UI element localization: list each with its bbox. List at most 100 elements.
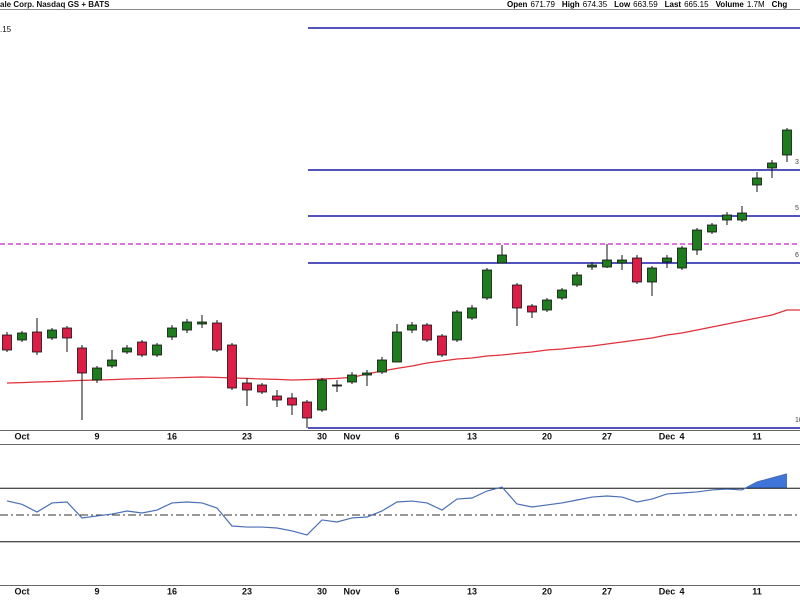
- price-label: .15: [0, 25, 12, 34]
- x-tick-label: Oct: [14, 586, 29, 596]
- fib-label: 3: [795, 159, 799, 166]
- quote-bar: Open 671.79 High 674.35 Low 663.59 Last 665.15 V…: [507, 0, 790, 10]
- x-tick-label: 13: [467, 586, 477, 596]
- quote-name: Low: [614, 0, 631, 9]
- candle-body: [782, 129, 792, 156]
- x-tick-label: Oct: [14, 431, 29, 441]
- candle-body: [77, 347, 87, 374]
- candle-body: [347, 374, 357, 383]
- x-tick-label: 20: [542, 431, 552, 441]
- candle-body: [632, 257, 642, 283]
- quote-value: 1.7M: [746, 0, 765, 9]
- candle-body: [602, 259, 612, 268]
- quote-name: Volume: [715, 0, 744, 9]
- x-tick-label: 9: [94, 431, 99, 441]
- candle-body: [482, 269, 492, 299]
- candle-body: [62, 327, 72, 339]
- candle-body: [257, 384, 267, 393]
- candle-body: [662, 257, 672, 263]
- candle-body: [212, 322, 222, 351]
- x-tick-label: 27: [602, 586, 612, 596]
- x-tick-label: 4: [679, 431, 684, 441]
- candle-body: [422, 324, 432, 341]
- candle-body: [677, 247, 687, 269]
- candle-body: [647, 267, 657, 283]
- x-tick-label: Nov: [343, 431, 360, 441]
- moving-average: [6, 309, 800, 384]
- quote-value: 674.35: [582, 0, 608, 9]
- x-tick-label: 11: [752, 586, 762, 596]
- candle-body: [572, 274, 582, 286]
- candle-body: [227, 344, 237, 389]
- candle-body: [512, 284, 522, 309]
- x-tick-label: Dec: [659, 586, 676, 596]
- candle-body: [287, 397, 297, 406]
- fib-label: 10: [795, 417, 800, 424]
- candle-body: [197, 321, 207, 325]
- candle-body: [752, 177, 762, 186]
- x-tick-label: 6: [394, 431, 399, 441]
- quote-value: 665.15: [684, 0, 709, 9]
- candle-body: [377, 359, 387, 373]
- candle-body: [617, 259, 627, 264]
- candle-body: [437, 335, 447, 356]
- fib-label: 6: [795, 252, 799, 259]
- quote-name: Chg: [771, 0, 788, 9]
- x-tick-label: 23: [242, 586, 252, 596]
- x-tick-label: Nov: [343, 586, 360, 596]
- x-tick-label: 6: [394, 586, 399, 596]
- candle-body: [107, 359, 117, 367]
- quote-value: 663.59: [633, 0, 658, 9]
- indicator-line: [6, 473, 788, 536]
- symbol-title: ale Corp. Nasdaq GS + BATS: [0, 0, 110, 9]
- candle-body: [767, 162, 777, 169]
- x-tick-label: 23: [242, 431, 252, 441]
- candle-body: [17, 332, 27, 341]
- quote-value: 671.79: [530, 0, 555, 9]
- fib-label: 5: [795, 205, 799, 212]
- candle-body: [242, 382, 252, 391]
- candle-body: [317, 379, 327, 411]
- quote-name: Open: [507, 0, 528, 9]
- candle-body: [137, 341, 147, 356]
- candle-body: [272, 395, 282, 401]
- x-tick-label: 20: [542, 586, 552, 596]
- candle-body: [332, 384, 342, 387]
- candle-body: [692, 229, 702, 251]
- candle-body: [467, 307, 477, 319]
- candle-body: [527, 305, 537, 313]
- candle-body: [152, 344, 162, 356]
- candle-body: [167, 327, 177, 338]
- candle-body: [452, 311, 462, 341]
- candle-body: [302, 401, 312, 419]
- candle-body: [587, 264, 597, 268]
- x-tick-label: 30: [317, 431, 327, 441]
- candle-body: [392, 331, 402, 363]
- candle-body: [122, 347, 132, 353]
- x-tick-label: 11: [752, 431, 762, 441]
- x-tick-label: 16: [167, 431, 177, 441]
- candle-body: [737, 212, 747, 221]
- x-tick-label: 30: [317, 586, 327, 596]
- x-tick-label: 13: [467, 431, 477, 441]
- x-tick-label: 9: [94, 586, 99, 596]
- x-tick-label: 16: [167, 586, 177, 596]
- quote-name: High: [561, 0, 580, 9]
- candle-body: [362, 372, 372, 376]
- quote-name: Last: [664, 0, 682, 9]
- candle-body: [542, 299, 552, 311]
- candle-body: [707, 224, 717, 233]
- candle-body: [2, 334, 12, 351]
- candle-body: [47, 329, 57, 339]
- x-tick-label: Dec: [659, 431, 676, 441]
- candle-body: [407, 324, 417, 331]
- candle-body: [722, 214, 732, 221]
- x-tick-label: 27: [602, 431, 612, 441]
- candle-body: [557, 289, 567, 299]
- x-tick-label: 4: [679, 586, 684, 596]
- candle-body: [497, 254, 507, 264]
- candle-body: [182, 321, 192, 331]
